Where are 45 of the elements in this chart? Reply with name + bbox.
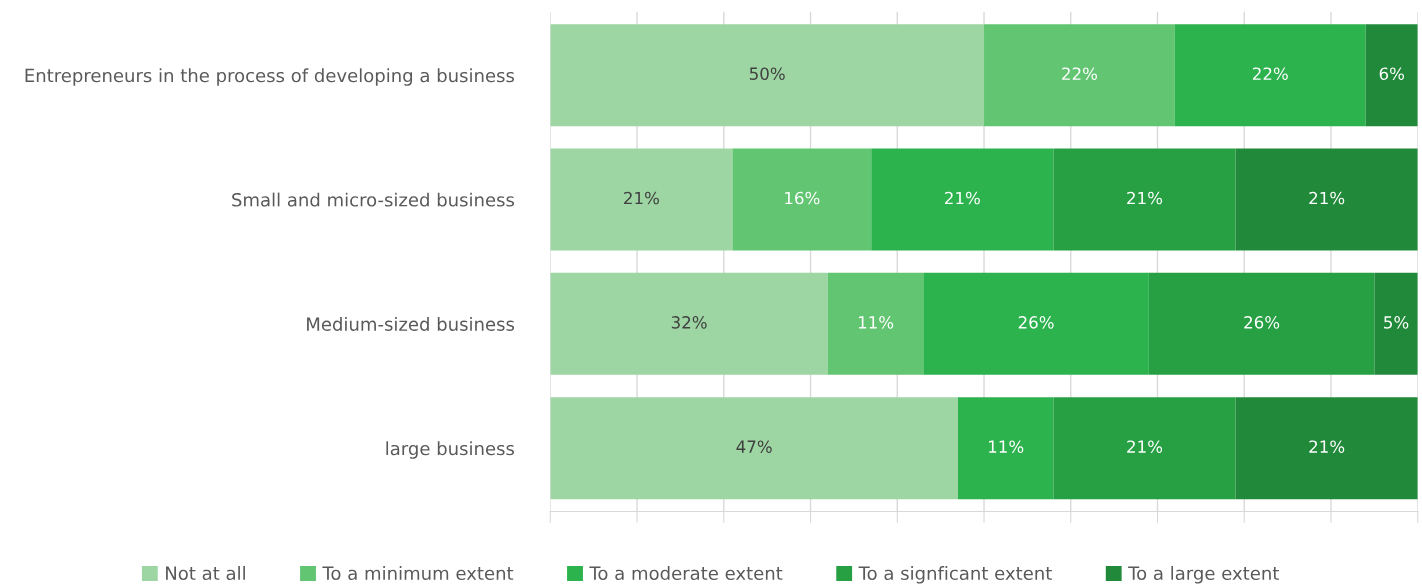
data-label: 21% (945, 191, 980, 205)
legend-label: Not at all (166, 566, 245, 581)
data-label: 26% (1018, 316, 1054, 329)
y-tick-label: Medium-sized business (307, 316, 515, 331)
y-tick-label: Entrepreneurs in the process of developing a business (25, 68, 515, 86)
bar (871, 148, 1054, 251)
bar (550, 148, 733, 251)
data-label: 50% (749, 67, 785, 80)
legend-label: To a moderate extent (589, 566, 783, 581)
y-tick-label: large business (386, 441, 515, 459)
legend-label: To a signficant extent (858, 566, 1052, 584)
bar (827, 272, 924, 375)
data-label: 32% (671, 316, 707, 329)
bar (958, 397, 1054, 500)
data-label: 16% (785, 191, 820, 205)
bar (1148, 272, 1375, 375)
data-label: 22% (1062, 67, 1098, 80)
data-label: 11% (989, 440, 1024, 453)
legend-label: To a minimum extent (322, 566, 514, 581)
bar (1235, 148, 1418, 251)
bar (1053, 397, 1236, 500)
data-label: 26% (1244, 316, 1280, 329)
bar (550, 272, 828, 375)
bar (923, 272, 1149, 375)
bar (984, 24, 1175, 127)
data-label: 21% (1309, 440, 1345, 453)
data-label: 21% (1309, 191, 1345, 205)
bar (732, 148, 872, 251)
bar (1053, 148, 1236, 251)
data-label: 21% (1127, 191, 1163, 205)
bar (550, 24, 985, 127)
legend-label: To a large extent (1128, 566, 1279, 584)
data-label: 21% (624, 191, 659, 205)
data-label: 6% (1379, 67, 1405, 80)
bar (1365, 24, 1418, 127)
data-label: 21% (1127, 440, 1163, 453)
y-tick-label: Small and micro-sized business (232, 192, 515, 207)
bar (1174, 24, 1366, 127)
bar (1235, 397, 1418, 500)
data-label: 5% (1384, 316, 1409, 329)
data-label: 11% (858, 316, 894, 329)
data-label: 47% (736, 440, 772, 453)
data-label: 22% (1252, 67, 1288, 80)
bar (1374, 272, 1418, 375)
bar (550, 397, 958, 500)
